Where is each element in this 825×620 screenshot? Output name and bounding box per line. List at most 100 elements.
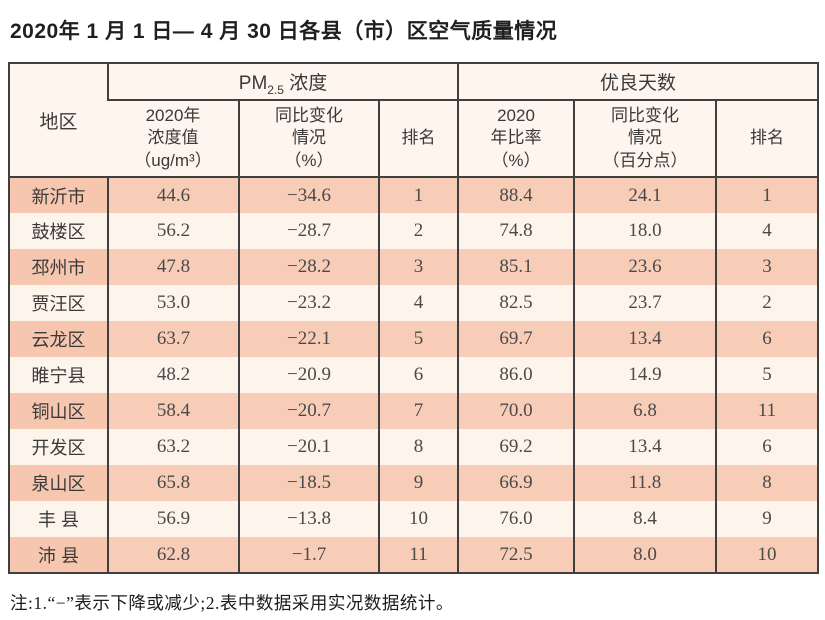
table-row: 丰 县 56.9 −13.8 10 76.0 8.4 9 [9, 501, 819, 537]
col-header-good-rank: 排名 [714, 100, 819, 178]
good-change-cell: 23.7 [573, 285, 716, 321]
good-ratio-cell: 70.0 [457, 393, 574, 429]
pm-change-cell: −20.1 [238, 429, 379, 465]
pm-change-cell: −28.7 [238, 213, 379, 249]
pm-value-cell: 65.8 [107, 465, 239, 501]
table-row: 泉山区 65.8 −18.5 9 66.9 11.8 8 [9, 465, 819, 501]
pm-rank-cell: 9 [378, 465, 458, 501]
table-row: 贾汪区 53.0 −23.2 4 82.5 23.7 2 [9, 285, 819, 321]
header-row-subcolumns: 2020年 浓度值 （ug/m³） 同比变化 情况 （%） 排名 2020 年比… [9, 100, 819, 178]
pm-rank-cell: 5 [378, 321, 458, 357]
pm-value-cell: 53.0 [107, 285, 239, 321]
region-cell: 鼓楼区 [9, 213, 108, 249]
region-cell: 新沂市 [9, 177, 108, 213]
good-change-cell: 14.9 [573, 357, 716, 393]
header-row-groups: 地区 PM2.5 浓度 优良天数 [9, 63, 819, 178]
good-change-cell: 13.4 [573, 429, 716, 465]
col-group-pm25: PM2.5 浓度 [107, 63, 458, 101]
table-row: 沛 县 62.8 −1.7 11 72.5 8.0 10 [9, 537, 819, 573]
good-change-cell: 8.4 [573, 501, 716, 537]
pm-value-cell: 44.6 [107, 177, 239, 213]
col-header-pm-value: 2020年 浓度值 （ug/m³） [108, 100, 239, 178]
air-quality-table: 地区 PM2.5 浓度 优良天数 2020年 浓度值 （ug/m³） 同比变化 … [8, 62, 820, 574]
pm-change-cell: −20.7 [238, 393, 379, 429]
good-rank-cell: 1 [714, 177, 819, 213]
pm-value-cell: 56.9 [107, 501, 239, 537]
pm-value-cell: 62.8 [107, 537, 239, 573]
good-ratio-cell: 76.0 [457, 501, 574, 537]
region-cell: 丰 县 [9, 501, 108, 537]
col-header-good-change: 同比变化 情况 （百分点） [573, 100, 716, 178]
col-header-pm-change: 同比变化 情况 （%） [238, 100, 379, 178]
table-header: 地区 PM2.5 浓度 优良天数 2020年 浓度值 （ug/m³） 同比变化 … [9, 63, 819, 178]
good-rank-cell: 3 [714, 249, 819, 285]
pm-change-cell: −28.2 [238, 249, 379, 285]
pm-value-cell: 58.4 [107, 393, 239, 429]
table-body: 新沂市 44.6 −34.6 1 88.4 24.1 1 鼓楼区 56.2 −28.7 2 74.8 1… [9, 177, 819, 573]
good-rank-cell: 6 [714, 321, 819, 357]
good-change-cell: 11.8 [573, 465, 716, 501]
good-change-cell: 23.6 [573, 249, 716, 285]
pm-rank-cell: 6 [378, 357, 458, 393]
pm-value-cell: 48.2 [107, 357, 239, 393]
pm-change-cell: −18.5 [238, 465, 379, 501]
pm-rank-cell: 1 [378, 177, 458, 213]
region-cell: 云龙区 [9, 321, 108, 357]
pm-change-cell: −23.2 [238, 285, 379, 321]
pm-change-cell: −1.7 [238, 537, 379, 573]
table-row: 睢宁县 48.2 −20.9 6 86.0 14.9 5 [9, 357, 819, 393]
good-rank-cell: 6 [714, 429, 819, 465]
pm25-label-pm: PM [238, 73, 268, 94]
good-change-cell: 8.0 [573, 537, 716, 573]
pm-change-cell: −34.6 [238, 177, 379, 213]
pm25-label-rest: 浓度 [283, 73, 328, 94]
good-change-cell: 18.0 [573, 213, 716, 249]
pm-rank-cell: 4 [378, 285, 458, 321]
good-rank-cell: 4 [714, 213, 819, 249]
region-cell: 睢宁县 [9, 357, 108, 393]
good-ratio-cell: 82.5 [457, 285, 574, 321]
good-ratio-cell: 72.5 [457, 537, 574, 573]
good-ratio-cell: 69.7 [457, 321, 574, 357]
table-row: 开发区 63.2 −20.1 8 69.2 13.4 6 [9, 429, 819, 465]
table-row: 云龙区 63.7 −22.1 5 69.7 13.4 6 [9, 321, 819, 357]
pm-change-cell: −22.1 [238, 321, 379, 357]
table-row: 铜山区 58.4 −20.7 7 70.0 6.8 11 [9, 393, 819, 429]
footnote: 注:1.“−”表示下降或减少;2.表中数据采用实况数据统计。 [10, 593, 454, 613]
region-cell: 贾汪区 [9, 285, 108, 321]
pm-change-cell: −20.9 [238, 357, 379, 393]
pm-rank-cell: 2 [378, 213, 458, 249]
pm-value-cell: 63.2 [107, 429, 239, 465]
col-header-region: 地区 [9, 63, 108, 178]
pm25-label-subscript: 2.5 [267, 82, 284, 97]
page-title: 2020年 1 月 1 日— 4 月 30 日各县（市）区空气质量情况 [10, 20, 558, 43]
region-cell: 邳州市 [9, 249, 108, 285]
pm-rank-cell: 8 [378, 429, 458, 465]
good-change-cell: 13.4 [573, 321, 716, 357]
pm-change-cell: −13.8 [238, 501, 379, 537]
good-ratio-cell: 66.9 [457, 465, 574, 501]
pm-value-cell: 56.2 [107, 213, 239, 249]
good-ratio-cell: 85.1 [457, 249, 574, 285]
region-cell: 开发区 [9, 429, 108, 465]
table-row: 新沂市 44.6 −34.6 1 88.4 24.1 1 [9, 177, 819, 213]
good-rank-cell: 10 [714, 537, 819, 573]
good-ratio-cell: 69.2 [457, 429, 574, 465]
table-row: 鼓楼区 56.2 −28.7 2 74.8 18.0 4 [9, 213, 819, 249]
region-cell: 沛 县 [9, 537, 108, 573]
good-rank-cell: 2 [714, 285, 819, 321]
good-change-cell: 6.8 [573, 393, 716, 429]
pm-rank-cell: 10 [378, 501, 458, 537]
col-header-pm-rank: 排名 [378, 100, 458, 178]
good-ratio-cell: 88.4 [457, 177, 574, 213]
good-ratio-cell: 74.8 [457, 213, 574, 249]
pm-rank-cell: 7 [378, 393, 458, 429]
col-header-good-ratio: 2020 年比率 （%） [457, 100, 574, 178]
good-change-cell: 24.1 [573, 177, 716, 213]
pm-rank-cell: 3 [378, 249, 458, 285]
good-rank-cell: 5 [714, 357, 819, 393]
col-group-good-days: 优良天数 [456, 63, 819, 101]
region-cell: 泉山区 [9, 465, 108, 501]
pm-value-cell: 47.8 [107, 249, 239, 285]
